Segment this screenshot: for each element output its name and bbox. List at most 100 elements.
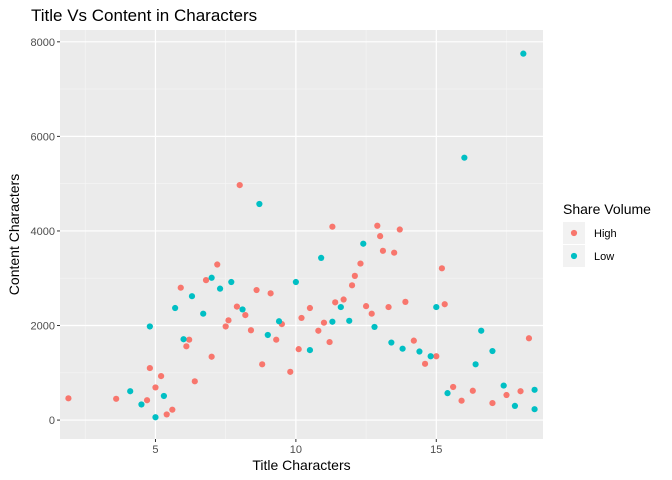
data-point-high	[113, 395, 120, 402]
data-point-high	[242, 312, 249, 319]
data-point-high	[441, 301, 448, 308]
data-point-high	[469, 387, 476, 394]
y-axis-title: Content Characters	[6, 174, 22, 295]
data-point-high	[225, 317, 232, 324]
data-point-high	[489, 399, 496, 407]
data-point-low	[416, 348, 423, 355]
data-point-low	[489, 347, 496, 355]
data-point-low	[228, 278, 235, 286]
y-tick-label: 0	[49, 415, 55, 427]
data-point-high	[186, 336, 193, 343]
data-point-high	[157, 373, 165, 380]
data-point-low	[388, 339, 395, 346]
data-point-high	[396, 226, 403, 233]
data-point-high	[259, 361, 266, 368]
data-point-high	[233, 303, 241, 310]
data-point-low	[264, 331, 271, 339]
data-point-high	[525, 335, 533, 342]
data-point-high	[287, 368, 294, 375]
legend: Share Volume High Low	[563, 201, 651, 267]
data-point-high	[503, 391, 510, 399]
data-point-high	[433, 353, 440, 360]
data-point-low	[461, 154, 468, 161]
legend-title: Share Volume	[563, 201, 651, 217]
data-point-low	[337, 303, 344, 311]
data-point-low	[472, 361, 479, 368]
data-point-high	[143, 397, 151, 404]
data-point-low	[346, 317, 353, 324]
data-point-low	[520, 50, 527, 57]
data-point-low	[318, 254, 325, 262]
data-point-low	[216, 285, 224, 292]
data-point-low	[531, 386, 538, 393]
data-point-low	[208, 274, 215, 281]
data-point-low	[180, 336, 187, 343]
data-point-low	[511, 402, 519, 410]
data-point-low	[152, 414, 159, 421]
data-point-high	[368, 310, 375, 317]
data-point-low	[500, 382, 507, 389]
data-point-low	[146, 323, 153, 330]
y-tick-label: 6000	[31, 131, 55, 143]
y-tick-label: 8000	[31, 37, 55, 49]
data-point-high	[450, 383, 457, 391]
data-point-high	[402, 298, 409, 305]
data-point-high	[517, 388, 524, 395]
legend-label-high: High	[594, 228, 617, 240]
data-point-high	[357, 260, 364, 267]
data-point-low	[172, 304, 179, 312]
data-point-high	[247, 327, 255, 334]
data-point-high	[191, 378, 198, 385]
data-point-high	[202, 277, 210, 284]
legend-key-low	[570, 252, 578, 260]
data-point-high	[410, 337, 417, 344]
data-point-high	[146, 364, 153, 372]
data-point-low	[200, 310, 207, 317]
data-point-high	[253, 286, 260, 294]
data-point-high	[385, 303, 392, 311]
legend-key-high	[570, 229, 578, 237]
data-point-high	[326, 338, 333, 346]
data-point-high	[458, 397, 465, 404]
data-point-low	[531, 406, 538, 413]
data-points	[65, 50, 538, 421]
data-point-high	[421, 360, 429, 367]
legend-entries: High Low	[563, 222, 617, 267]
data-point-low	[427, 353, 434, 360]
data-point-high	[315, 327, 322, 334]
data-point-low	[138, 401, 145, 408]
data-point-high	[377, 233, 384, 240]
data-point-high	[374, 222, 381, 229]
data-point-high	[183, 343, 190, 350]
data-point-high	[340, 296, 347, 303]
data-point-high	[177, 284, 184, 291]
data-point-high	[329, 223, 336, 230]
y-tick-label: 2000	[31, 321, 55, 333]
data-point-high	[320, 319, 328, 326]
x-tick-label: 5	[152, 444, 158, 456]
data-point-low	[329, 318, 336, 325]
data-point-low	[160, 392, 168, 400]
data-point-low	[360, 240, 367, 247]
data-point-high	[438, 265, 446, 272]
legend-label-low: Low	[594, 251, 614, 263]
data-point-high	[332, 299, 339, 306]
data-point-high	[163, 411, 170, 418]
x-axis-title: Title Characters	[252, 457, 350, 473]
data-point-high	[65, 395, 72, 402]
data-point-high	[169, 406, 176, 413]
data-point-low	[444, 390, 451, 397]
data-point-low	[127, 388, 134, 395]
data-point-high	[351, 272, 358, 279]
data-point-high	[379, 247, 387, 254]
data-point-high	[214, 261, 221, 268]
data-point-high	[273, 336, 280, 343]
data-point-high	[236, 181, 243, 189]
data-point-low	[239, 306, 246, 313]
data-point-high	[362, 303, 370, 310]
data-point-low	[292, 278, 299, 286]
y-tick-label: 4000	[31, 226, 55, 238]
data-point-low	[256, 200, 263, 208]
data-point-low	[188, 293, 196, 300]
